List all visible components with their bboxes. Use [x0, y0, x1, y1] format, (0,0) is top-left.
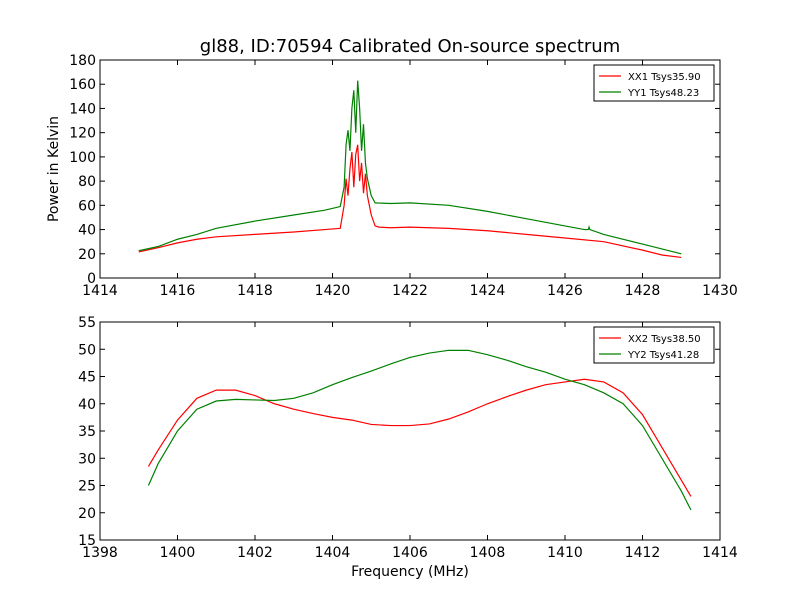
- top-legend: XX1 Tsys35.90 YY1 Tsys48.23: [593, 64, 715, 102]
- top-series-line-1: [138, 144, 682, 259]
- bottom-y-tick-label: 35: [78, 424, 96, 440]
- top-y-tick-label: 0: [87, 271, 96, 287]
- bottom-x-tick-label: 1410: [547, 545, 583, 561]
- bottom-y-tick-label: 15: [78, 533, 96, 549]
- bottom-legend: XX2 Tsys38.50 YY2 Tsys41.28: [593, 326, 715, 364]
- bottom-x-axis-label: Frequency (MHz): [351, 564, 469, 580]
- bottom-legend-label-1: XX2 Tsys38.50: [628, 334, 701, 345]
- top-y-tick-label: 180: [69, 53, 96, 69]
- top-y-tick-label: 120: [69, 126, 96, 142]
- top-x-tick-label: 1424: [470, 283, 506, 299]
- bottom-legend-label-2: YY2 Tsys41.28: [627, 350, 699, 361]
- top-y-tick-label: 40: [78, 223, 96, 239]
- bottom-series-line-2: [147, 349, 692, 511]
- top-x-tick-label: 1428: [625, 283, 661, 299]
- top-legend-box: [593, 64, 715, 102]
- top-legend-label-2: YY1 Tsys48.23: [627, 88, 699, 99]
- bottom-x-tick-label: 1404: [315, 545, 351, 561]
- top-y-tick-label: 160: [69, 77, 96, 93]
- bottom-x-tick-label: 1408: [470, 545, 506, 561]
- bottom-x-tick-label: 1414: [702, 545, 738, 561]
- bottom-y-tick-label: 25: [78, 479, 96, 495]
- top-y-tick-label: 20: [78, 247, 96, 263]
- top-x-tick-label: 1418: [237, 283, 273, 299]
- top-series-line-2: [138, 80, 682, 255]
- top-y-axis-label: Power in Kelvin: [46, 116, 62, 222]
- top-x-tick-label: 1426: [547, 283, 583, 299]
- bottom-legend-box: [593, 326, 715, 364]
- bottom-y-tick-label: 55: [78, 315, 96, 331]
- bottom-x-tick-label: 1412: [625, 545, 661, 561]
- top-spectrum-plot: 1414 1416 1418 1420 1422 1424 1426 1428 1430 0 20 4…: [69, 53, 738, 299]
- top-y-tick-label: 100: [69, 150, 96, 166]
- bottom-y-tick-label: 30: [78, 451, 96, 467]
- bottom-y-tick-label: 50: [78, 342, 96, 358]
- top-x-tick-label: 1414: [82, 283, 118, 299]
- bottom-x-tick-label: 1402: [237, 545, 273, 561]
- top-x-tick-label: 1430: [702, 283, 738, 299]
- top-y-tick-label: 60: [78, 198, 96, 214]
- top-legend-label-1: XX1 Tsys35.90: [628, 72, 701, 83]
- top-x-tick-label: 1416: [160, 283, 196, 299]
- bottom-spectrum-plot: 1398 1400 1402 1404 1406 1408 1410 1412 1414 15 20…: [78, 315, 738, 561]
- bottom-x-tick-label: 1406: [392, 545, 428, 561]
- top-x-tick-label: 1422: [392, 283, 428, 299]
- top-x-tick-label: 1420: [315, 283, 351, 299]
- chart-title: gl88, ID:70594 Calibrated On-source spec…: [200, 36, 620, 57]
- bottom-x-tick-label: 1400: [160, 545, 196, 561]
- top-y-tick-label: 80: [78, 174, 96, 190]
- bottom-y-tick-label: 45: [78, 370, 96, 386]
- bottom-y-tick-label: 20: [78, 506, 96, 522]
- top-y-tick-label: 140: [69, 101, 96, 117]
- bottom-y-tick-label: 40: [78, 397, 96, 413]
- bottom-series-line-1: [147, 378, 692, 497]
- bottom-x-tick-label: 1398: [82, 545, 118, 561]
